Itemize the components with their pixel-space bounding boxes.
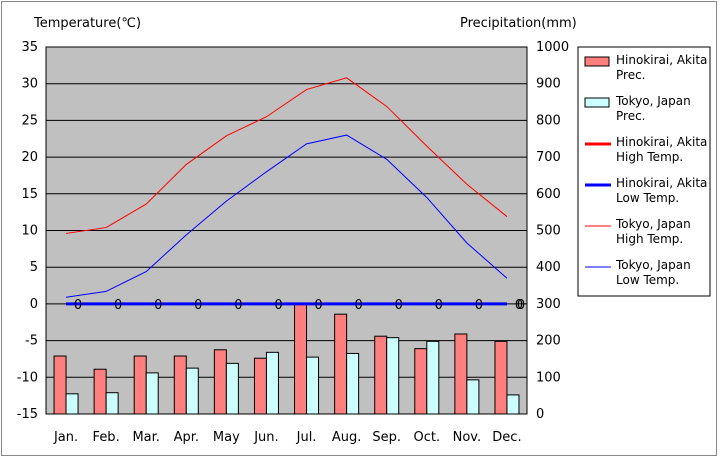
- precip-bar: [506, 394, 520, 415]
- zero-point-label: 0: [314, 298, 322, 313]
- precip-bar: [53, 355, 67, 415]
- precip-bar: [65, 393, 79, 415]
- left-axis-title: Temperature(℃): [33, 16, 141, 31]
- right-tick-label: 200: [536, 334, 561, 349]
- zero-point-label: 0: [234, 298, 242, 313]
- right-tick-label: 500: [536, 224, 561, 239]
- x-tick-label: Oct.: [413, 430, 440, 445]
- precip-bar: [185, 367, 199, 415]
- precip-bar: [105, 392, 119, 415]
- right-tick-label: 700: [536, 150, 561, 165]
- left-tick-label: -15: [17, 407, 38, 422]
- precip-bar: [386, 337, 400, 415]
- legend-swatch: [584, 97, 610, 108]
- zero-point-label: 0: [435, 298, 443, 313]
- zero-point-label: 0: [274, 298, 282, 313]
- zero-point-label: 0: [517, 298, 525, 313]
- precip-bar: [494, 340, 508, 415]
- legend-label: Low Temp.: [616, 273, 679, 287]
- temperature-lines: [65, 77, 508, 306]
- legend-label: Hinokirai, Akita: [616, 135, 707, 149]
- plot-border: [45, 46, 528, 415]
- x-tick-label: Mar.: [132, 430, 159, 445]
- x-tick-label: Nov.: [453, 430, 482, 445]
- precip-bar: [133, 355, 147, 415]
- x-tick-label: Jul.: [296, 430, 317, 445]
- right-axis-title: Precipitation(mm): [460, 16, 577, 31]
- zero-point-labels: 0 0 0 0 0 0 0 0 0 0 0 00: [74, 298, 525, 313]
- right-tick-label: 300: [536, 297, 561, 312]
- zero-point-label: 0: [194, 298, 202, 313]
- legend-label: Low Temp.: [616, 191, 679, 205]
- right-tick-label: 900: [536, 77, 561, 92]
- precip-bar: [426, 340, 440, 415]
- zero-point-label: 0: [475, 298, 483, 313]
- left-tick-label: 0: [30, 297, 38, 312]
- x-tick-label: Feb.: [93, 430, 120, 445]
- precip-bar: [374, 335, 388, 415]
- precip-bar: [213, 349, 227, 415]
- legend-label: Prec.: [616, 68, 646, 82]
- left-tick-label: 10: [21, 224, 38, 239]
- left-tick-label: -5: [25, 334, 38, 349]
- zero-point-label: 0: [354, 298, 362, 313]
- x-tick-label: Jan.: [53, 430, 78, 445]
- precip-bar: [93, 368, 107, 415]
- zero-point-label: 0: [515, 298, 523, 313]
- right-tick-label: 400: [536, 260, 561, 275]
- zero-point-label: 0: [74, 298, 82, 313]
- temperature-line: [65, 134, 508, 298]
- precip-bar: [306, 356, 320, 415]
- precip-bar: [414, 348, 428, 415]
- zero-point-label: 0: [114, 298, 122, 313]
- precip-bar: [253, 357, 267, 415]
- legend-swatch: [584, 56, 610, 67]
- precipitation-bars: [53, 303, 520, 415]
- precip-bar: [454, 333, 468, 415]
- temperature-line: [65, 77, 508, 234]
- precip-bar: [334, 313, 348, 415]
- x-tick-label: Apr.: [174, 430, 199, 445]
- legend-label: High Temp.: [616, 232, 683, 246]
- left-tick-label: 15: [21, 187, 38, 202]
- left-tick-label: 20: [21, 150, 38, 165]
- precip-bar: [294, 303, 308, 415]
- precip-bar: [145, 372, 159, 415]
- left-tick-label: -10: [17, 370, 38, 385]
- left-tick-label: 30: [21, 77, 38, 92]
- x-axis-ticks: Jan. Feb. Mar. Apr. May Jun. Jul. Aug. Sep. Oct. N…: [53, 430, 522, 445]
- left-axis-ticks: 35 30 25 20 15 10 5 0 -5 -10 -15: [17, 40, 38, 422]
- legend-label: Tokyo, Japan: [615, 258, 691, 272]
- right-tick-label: 1000: [536, 40, 569, 55]
- precip-bar: [225, 362, 239, 415]
- left-tick-label: 5: [30, 260, 38, 275]
- legend-box: [577, 46, 711, 297]
- precip-bar: [173, 355, 187, 415]
- legend-label: Hinokirai, Akita: [616, 53, 707, 67]
- x-tick-label: Aug.: [332, 430, 362, 445]
- x-tick-label: Dec.: [492, 430, 521, 445]
- right-tick-label: 100: [536, 370, 561, 385]
- zero-point-label: 0: [154, 298, 162, 313]
- left-tick-label: 35: [21, 40, 38, 55]
- precip-bar: [346, 352, 360, 415]
- legend-label: Tokyo, Japan: [615, 94, 691, 108]
- left-tick-label: 25: [21, 113, 38, 128]
- legend-label: High Temp.: [616, 150, 683, 164]
- legend-label: Hinokirai, Akita: [616, 176, 707, 190]
- zero-point-label: 0: [395, 298, 403, 313]
- x-tick-label: Jun.: [253, 430, 278, 445]
- right-tick-label: 800: [536, 113, 561, 128]
- precip-bar: [265, 351, 279, 415]
- right-tick-label: 0: [536, 407, 544, 422]
- right-tick-label: 600: [536, 187, 561, 202]
- x-tick-label: Sep.: [372, 430, 401, 445]
- legend-label: Prec.: [616, 109, 646, 123]
- precip-bar: [466, 379, 480, 415]
- legend-label: Tokyo, Japan: [615, 217, 691, 231]
- x-tick-label: May: [213, 430, 240, 445]
